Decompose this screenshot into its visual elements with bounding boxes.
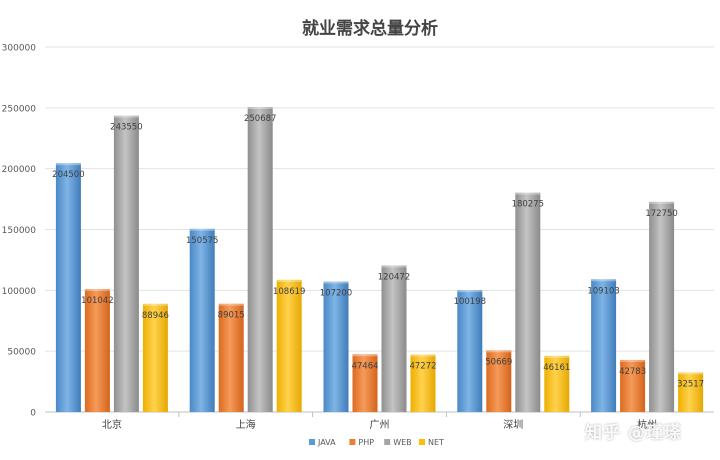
bar-highlight [352, 354, 378, 357]
legend-swatch [419, 439, 425, 445]
bar-highlight [276, 279, 302, 282]
legend-label: WEB [393, 438, 411, 447]
bar-highlight [323, 281, 349, 284]
x-tick-label: 上海 [236, 418, 256, 431]
bar [55, 163, 81, 412]
bar-highlight [620, 359, 646, 362]
data-label: 204500 [52, 170, 84, 180]
data-label: 47464 [351, 361, 378, 371]
bar [352, 354, 378, 412]
bar [84, 289, 110, 412]
bar-highlight [84, 289, 110, 292]
bar [591, 279, 617, 412]
data-label: 172750 [645, 209, 677, 219]
bar-highlight [218, 303, 244, 306]
y-tick-label: 300000 [2, 44, 37, 54]
y-tick-label: 100000 [2, 287, 37, 297]
data-label: 42783 [619, 367, 646, 377]
legend-swatch [309, 439, 315, 445]
data-label: 89015 [218, 311, 245, 321]
bar [276, 279, 302, 412]
data-label: 150575 [186, 236, 218, 246]
data-label: 100198 [454, 297, 486, 307]
data-label: 243550 [110, 123, 142, 133]
legend-label: NET [428, 438, 444, 447]
x-tick-label: 广州 [370, 419, 390, 431]
data-label: 32517 [677, 379, 704, 389]
data-label: 88946 [142, 311, 169, 321]
bar-highlight [457, 290, 483, 293]
data-label: 180275 [512, 200, 544, 210]
bar [515, 192, 541, 412]
bar-highlight [55, 163, 81, 166]
y-tick-label: 50000 [7, 348, 36, 358]
chart-title: 就业需求总量分析 [302, 18, 438, 39]
bar [113, 115, 139, 412]
bar-highlight [486, 350, 512, 353]
bar [381, 265, 407, 412]
y-tick-label: 200000 [2, 165, 37, 175]
legend-label: JAVA [317, 438, 336, 447]
bar-highlight [142, 303, 168, 306]
x-tick-label: 深圳 [503, 419, 523, 431]
bar-highlight [247, 106, 273, 109]
bar [218, 303, 244, 412]
legend-swatch [384, 439, 391, 445]
bar [678, 372, 704, 412]
bar-highlight [515, 192, 541, 195]
bar [142, 303, 168, 412]
bar [323, 281, 349, 412]
data-label: 250687 [244, 114, 276, 124]
bar-highlight [678, 372, 704, 375]
bar-highlight [113, 115, 139, 118]
bar-highlight [591, 279, 617, 282]
x-tick-label: 北京 [102, 418, 122, 431]
data-label: 109103 [587, 286, 619, 296]
legend-label: PHP [358, 438, 374, 447]
bar-highlight [649, 201, 675, 204]
legend-swatch [349, 439, 356, 445]
data-label: 108619 [273, 287, 305, 297]
data-label: 107200 [320, 289, 352, 299]
data-label: 47272 [409, 361, 436, 371]
bar-highlight [544, 355, 570, 358]
bar-highlight [189, 228, 215, 231]
bar [620, 359, 646, 412]
x-tick-label: 杭州 [637, 418, 657, 431]
bar [457, 290, 483, 412]
bar [544, 355, 570, 412]
data-label: 46161 [543, 363, 570, 373]
bar-highlight [410, 354, 436, 357]
bar [410, 354, 436, 412]
bar-highlight [381, 265, 407, 268]
bar [247, 106, 273, 412]
y-tick-label: 150000 [2, 226, 37, 236]
data-label: 101042 [81, 296, 113, 306]
y-tick-label: 250000 [2, 104, 37, 114]
bar [649, 201, 675, 412]
data-label: 50669 [485, 357, 512, 367]
data-label: 120472 [378, 272, 410, 282]
y-tick-label: 0 [30, 409, 36, 419]
bar [189, 228, 215, 412]
bar [486, 350, 512, 412]
